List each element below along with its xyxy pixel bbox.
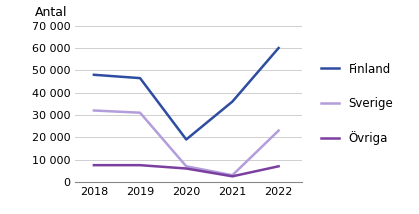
Sverige: [137, 111, 142, 114]
Sverige: [230, 174, 235, 177]
Finland: [230, 100, 235, 103]
Finland: [137, 77, 142, 79]
Finland: [91, 73, 96, 76]
Line: Finland: Finland: [94, 48, 279, 140]
Finland: [184, 138, 189, 141]
Övriga: [230, 175, 235, 178]
Text: Antal: Antal: [35, 6, 67, 19]
Övriga: [137, 164, 142, 166]
Övriga: [276, 165, 281, 168]
Line: Sverige: Sverige: [94, 110, 279, 175]
Finland: [276, 47, 281, 49]
Övriga: [91, 164, 96, 166]
Legend: Finland, Sverige, Övriga: Finland, Sverige, Övriga: [317, 58, 398, 150]
Line: Övriga: Övriga: [94, 165, 279, 176]
Övriga: [184, 167, 189, 170]
Sverige: [276, 129, 281, 132]
Sverige: [184, 165, 189, 168]
Sverige: [91, 109, 96, 112]
